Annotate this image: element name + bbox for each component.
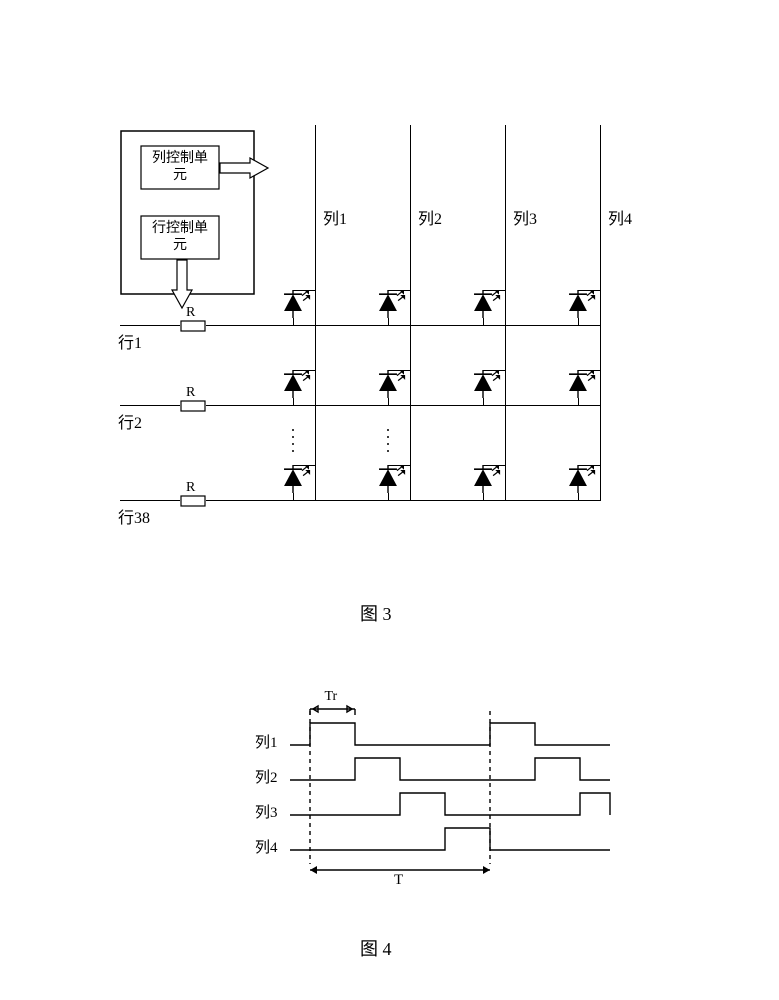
timing-diagram: [0, 0, 779, 960]
tr-label: Tr: [325, 689, 338, 705]
page: 列控制单 元 行控制单 元 列1列2列3列4 行1R行2R行38R: [0, 0, 779, 1000]
timing-row-label: 列1: [255, 731, 278, 752]
figure-4: 列1 列2 列3 列4 Tr T: [0, 0, 779, 960]
t-label: T: [394, 872, 403, 889]
timing-row-label: 列3: [255, 801, 278, 822]
figure-4-caption: 图 4: [360, 935, 392, 961]
timing-row-label: 列4: [255, 836, 278, 857]
timing-row-label: 列2: [255, 766, 278, 787]
